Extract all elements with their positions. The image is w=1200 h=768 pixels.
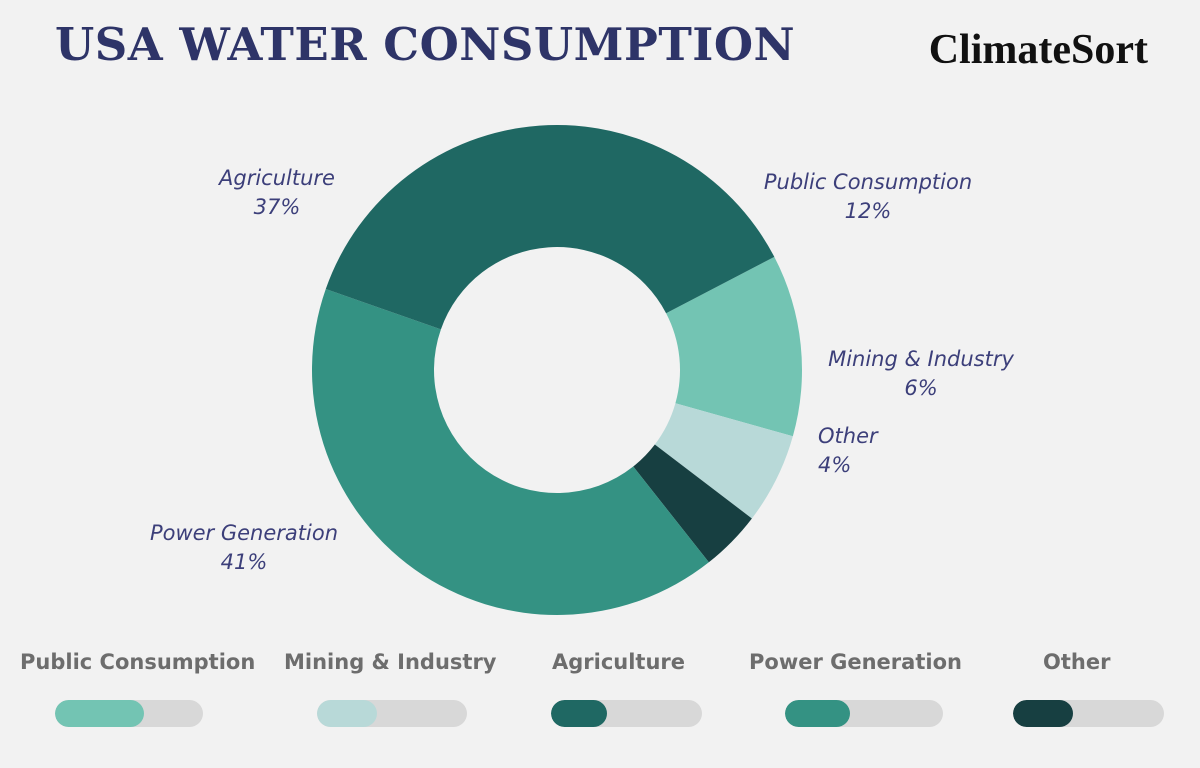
slice-value-label: 41%: [221, 550, 268, 574]
legend-bar-track: [317, 700, 467, 727]
legend-bar-track: [55, 700, 203, 727]
legend-bar-fill: [317, 700, 377, 727]
slice-mining-industry: [654, 403, 793, 519]
slice-name-label: Power Generation: [150, 521, 338, 545]
legend-bar-fill: [785, 700, 850, 727]
slice-value-label: 6%: [904, 376, 937, 400]
legend-label: Public Consumption: [20, 650, 256, 674]
legend-bar-fill: [551, 700, 607, 727]
page-title: USA WATER CONSUMPTION: [55, 18, 796, 71]
legend-label: Agriculture: [552, 650, 686, 674]
legend-bar-track: [785, 700, 943, 727]
legend-bar-fill: [55, 700, 144, 727]
brand-logo: ClimateSort: [928, 27, 1148, 73]
slice-name-label: Public Consumption: [764, 170, 972, 194]
legend-label: Mining & Industry: [284, 650, 497, 674]
legend-label: Other: [1043, 650, 1111, 674]
slice-name-label: Mining & Industry: [828, 347, 1014, 371]
slice-value-label: 12%: [845, 199, 892, 223]
legend-label: Power Generation: [749, 650, 962, 674]
slice-value-label: 37%: [254, 195, 301, 219]
legend-bar-track: [551, 700, 702, 727]
slice-other: [633, 444, 752, 563]
slice-power-generation: [312, 289, 709, 615]
legend-bar-fill: [1013, 700, 1074, 727]
donut-chart: Public Consumption 12% Mining & Industry 6%…: [150, 125, 1014, 615]
slice-name-label: Agriculture: [217, 166, 335, 190]
legend-bar-track: [1013, 700, 1164, 727]
slice-name-label: Other: [818, 424, 879, 448]
slice-agriculture: [325, 125, 775, 330]
slice-value-label: 4%: [818, 453, 851, 477]
slice-public-consumption: [666, 256, 802, 437]
